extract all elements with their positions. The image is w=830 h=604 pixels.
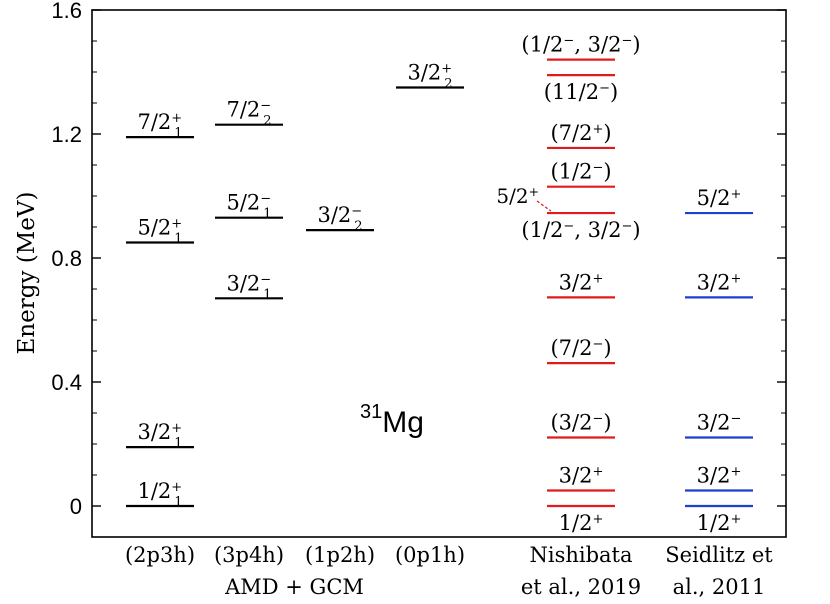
level-lines — [126, 58, 753, 508]
nucleus-symbol: Mg — [382, 406, 424, 439]
column-label: Seidlitz et — [665, 543, 773, 567]
column-label: (1p2h) — [305, 543, 375, 567]
column-label: (0p1h) — [395, 543, 465, 567]
column-label: Nishibata — [529, 543, 632, 567]
level-label: (11/2−) — [544, 80, 618, 104]
level-label: 3/2− 2 — [317, 203, 362, 234]
y-tick-label: 1.2 — [51, 122, 82, 147]
y-axis-ticks: 0 0.4 0.8 1.2 1.6 — [51, 0, 786, 519]
column-label: (2p3h) — [125, 543, 195, 567]
level-label: 3/2+ 1 — [137, 420, 182, 451]
y-tick-label: 0.8 — [51, 246, 82, 271]
y-tick-label: 0.4 — [51, 370, 82, 395]
level-label: 3/2+ 2 — [407, 61, 452, 92]
column-label: et al., 2019 — [521, 575, 641, 599]
level-label: 7/2− 2 — [226, 98, 271, 129]
level-label: (7/2−) — [550, 336, 611, 360]
y-tick-label: 0 — [70, 494, 82, 519]
level-label: 3/2+ — [697, 464, 742, 488]
level-label: 1/2+ — [559, 511, 604, 535]
level-labels: 1/2+ 1 3/2+ 1 5/2+ 1 7/2+ 1 3/2− 1 5/2− 1 7/2− 2 3/2− 2… — [137, 33, 741, 535]
nucleus-label: 31Mg — [360, 401, 424, 439]
level-label: 3/2+ — [559, 464, 604, 488]
level-label: 3/2+ — [697, 270, 742, 294]
column-label: (3p4h) — [214, 543, 284, 567]
level-label: 1/2+ 1 — [137, 479, 182, 510]
level-label: 5/2+ 1 — [137, 216, 182, 247]
label-pointer-line — [536, 200, 552, 212]
level-label: (1/2−) — [550, 160, 611, 184]
level-label: 5/2+ — [496, 184, 539, 209]
group-label: AMD + GCM — [224, 575, 364, 599]
level-label: 3/2− 1 — [226, 271, 271, 302]
level-label: (1/2−, 3/2−) — [521, 218, 640, 242]
level-label: 3/2+ — [559, 270, 604, 294]
y-axis-label: Energy (MeV) — [14, 192, 40, 355]
plot-frame — [91, 9, 787, 538]
y-tick-label: 1.6 — [51, 0, 82, 23]
column-labels: (2p3h) (3p4h) (1p2h) (0p1h) Nishibata et al.,… — [125, 543, 773, 599]
level-label: 1/2+ — [697, 511, 742, 535]
level-label: 5/2+ — [697, 186, 742, 210]
nucleus-mass: 31 — [360, 401, 382, 423]
column-label: al., 2011 — [673, 575, 766, 599]
group-labels: AMD + GCM — [224, 575, 364, 599]
level-label: 3/2− — [697, 410, 742, 434]
level-label: 5/2− 1 — [226, 191, 271, 222]
level-label: (7/2+) — [550, 121, 611, 145]
level-label: (1/2−, 3/2−) — [521, 33, 640, 57]
level-label: (3/2−) — [550, 410, 611, 434]
level-label: 7/2+ 1 — [137, 110, 182, 141]
